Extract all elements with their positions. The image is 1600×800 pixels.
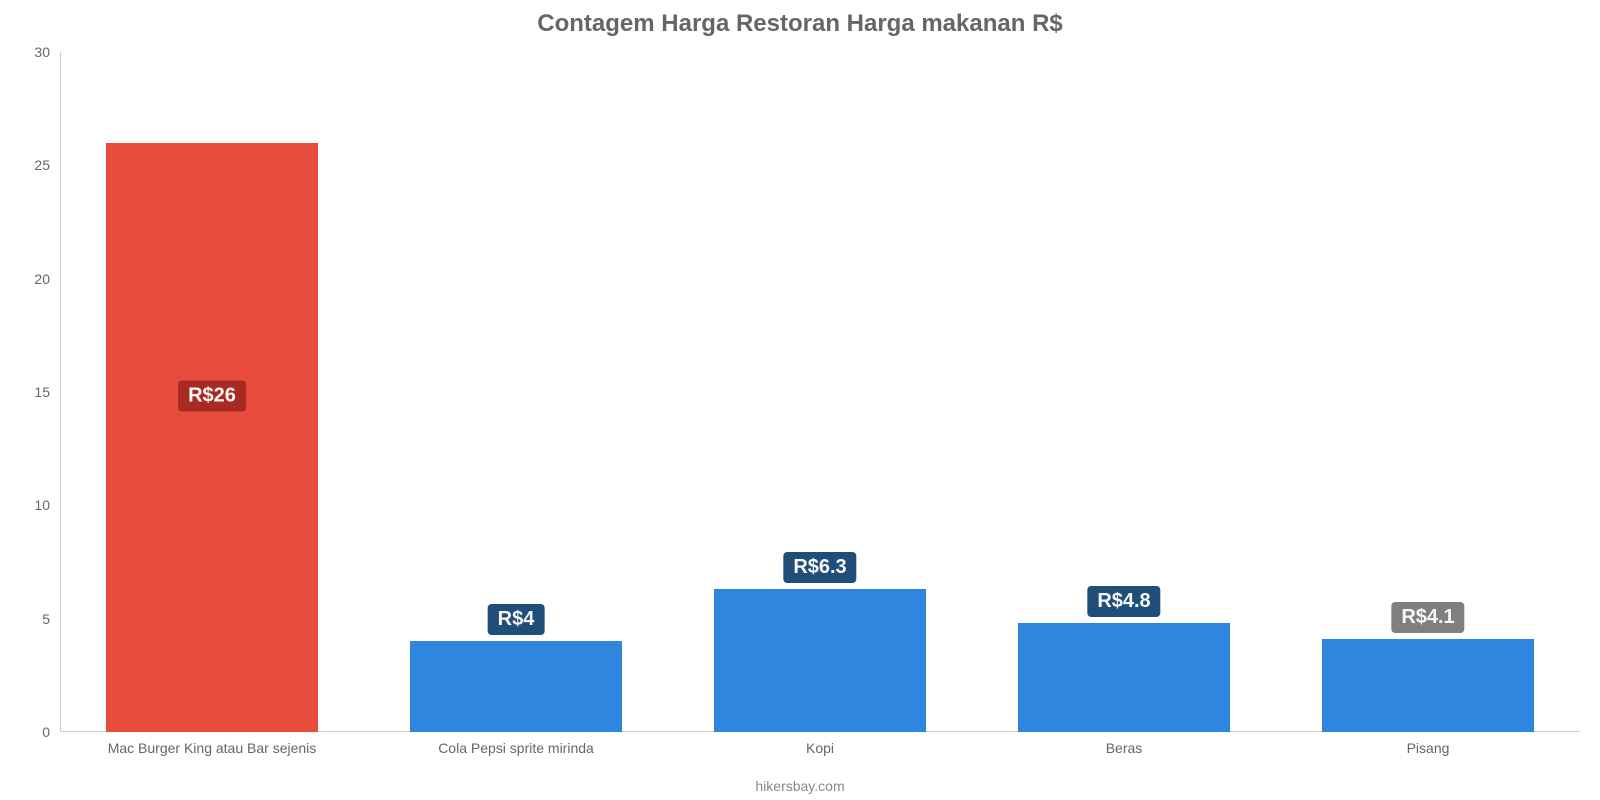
y-tick-label: 25: [34, 157, 50, 173]
y-tick-label: 15: [34, 384, 50, 400]
x-tick-label: Mac Burger King atau Bar sejenis: [108, 740, 317, 756]
bar: [1018, 623, 1231, 732]
bar-value-label: R$4.1: [1391, 602, 1464, 633]
x-tick-label: Kopi: [806, 740, 834, 756]
x-tick-label: Beras: [1106, 740, 1143, 756]
y-tick-label: 20: [34, 271, 50, 287]
y-tick-label: 0: [42, 724, 50, 740]
y-tick-label: 30: [34, 44, 50, 60]
y-axis-line: [60, 52, 61, 732]
source-caption: hikersbay.com: [755, 778, 844, 794]
bar-value-label: R$4: [488, 604, 545, 635]
bar: [410, 641, 623, 732]
x-tick-label: Pisang: [1407, 740, 1450, 756]
bar-value-label: R$4.8: [1087, 586, 1160, 617]
bar: [1322, 639, 1535, 732]
bar-value-label: R$6.3: [783, 552, 856, 583]
chart-title: Contagem Harga Restoran Harga makanan R$: [0, 0, 1600, 44]
plot-area: 051015202530R$26Mac Burger King atau Bar…: [60, 52, 1580, 732]
x-tick-label: Cola Pepsi sprite mirinda: [438, 740, 594, 756]
y-tick-label: 10: [34, 497, 50, 513]
price-bar-chart: Contagem Harga Restoran Harga makanan R$…: [0, 0, 1600, 800]
bar: [714, 589, 927, 732]
bar-value-label: R$26: [178, 381, 246, 412]
y-tick-label: 5: [42, 611, 50, 627]
bar: [106, 143, 319, 732]
